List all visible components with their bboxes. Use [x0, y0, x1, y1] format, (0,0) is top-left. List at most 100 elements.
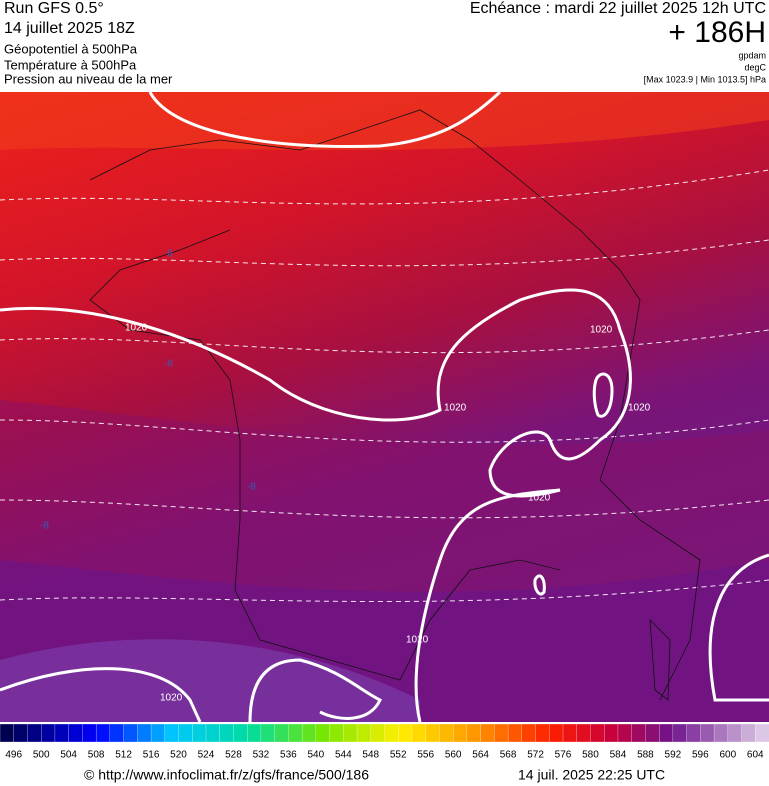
scale-cell: [672, 723, 688, 743]
contour-label: 1020: [528, 493, 551, 504]
scale-cell: [41, 723, 56, 743]
unit-1: gpdam: [738, 50, 766, 60]
scale-cell: [507, 723, 523, 743]
scale-cell: [343, 723, 358, 743]
scale-cell: [356, 723, 372, 743]
scale-cell: [205, 723, 221, 743]
field-3: Pression au niveau de la mer: [4, 71, 173, 86]
corsica: [649, 618, 671, 701]
scale-cell: [274, 723, 289, 743]
source: © http://www.infoclimat.fr/z/gfs/france/…: [84, 767, 369, 783]
scale-label: 520: [170, 750, 187, 761]
scale-cell: [439, 723, 454, 743]
scale-label: 592: [665, 750, 682, 761]
scale-label: 504: [60, 750, 77, 761]
scale-cell: [68, 723, 83, 743]
scale-cell: [192, 723, 207, 743]
unit-3: [Max 1023.9 | Min 1013.5] hPa: [644, 74, 766, 84]
scale-label: 604: [747, 750, 764, 761]
contour-label: 1020: [125, 323, 148, 334]
scale-cell: [562, 723, 578, 743]
scale-cell: [453, 723, 468, 743]
scale-cell: [233, 723, 248, 743]
scale-cell: [247, 723, 262, 743]
scale-label: 544: [335, 750, 352, 761]
scale-label: 580: [582, 750, 599, 761]
isobar: [592, 372, 614, 418]
scale-cell: [755, 723, 769, 743]
scale-cell: [741, 723, 756, 743]
unit-2: degC: [744, 62, 766, 72]
isobar: [0, 658, 382, 722]
scale-cell: [425, 723, 440, 743]
temperature-label: -8: [247, 482, 256, 493]
lead-time: + 186H: [668, 16, 766, 49]
color-scale: 496 500 504 508 512 516 520 524 528 532 536 540 544 5…: [0, 723, 769, 761]
scale-label: 540: [307, 750, 324, 761]
scale-cell: [150, 723, 166, 743]
isobar: [533, 574, 546, 596]
scale-label: 576: [555, 750, 572, 761]
contour-label: 1020: [628, 403, 651, 414]
scale-cell: [411, 723, 427, 743]
band: [0, 92, 769, 150]
contour-label: 1020: [444, 403, 467, 414]
scale-cell: [219, 723, 234, 743]
scale-label: 516: [143, 750, 160, 761]
field-2: Température à 500hPa: [4, 57, 137, 72]
scale-cell: [27, 723, 42, 743]
run-date: 14 juillet 2025 18Z: [4, 20, 135, 37]
scale-cell: [178, 723, 193, 743]
scale-cell: [288, 723, 303, 743]
isobar: [708, 553, 769, 702]
scale-cell: [521, 723, 537, 743]
scale-cell: [604, 723, 619, 743]
isotherm: [0, 579, 769, 603]
scale-cell: [686, 723, 701, 743]
scale-cell: [13, 723, 28, 743]
scale-cell: [109, 723, 125, 743]
scale-cell: [727, 723, 742, 743]
scale-cell: [480, 723, 495, 743]
contour-label: 1020: [160, 693, 183, 704]
isotherm: [0, 239, 769, 267]
isobar: [148, 92, 502, 148]
scale-label: 596: [692, 750, 709, 761]
scale-cell: [82, 723, 97, 743]
scale-cell: [329, 723, 344, 743]
scale-cell: [590, 723, 605, 743]
scale-cell: [713, 723, 729, 743]
scale-label: 600: [719, 750, 736, 761]
scale-cell: [466, 723, 482, 743]
isotherm: [0, 329, 769, 354]
scale-cell: [535, 723, 550, 743]
scale-cell: [137, 723, 152, 743]
scale-cell: [123, 723, 138, 743]
scale-label: 536: [280, 750, 297, 761]
scale-label: 496: [5, 750, 22, 761]
coastline: [89, 109, 701, 701]
isobar: [414, 488, 561, 722]
scale-label: 532: [253, 750, 270, 761]
scale-label: 568: [500, 750, 517, 761]
scale-label: 524: [198, 750, 215, 761]
scale-label: 560: [445, 750, 462, 761]
scale-cell: [494, 723, 509, 743]
scale-cell: [370, 723, 385, 743]
field-1: Géopotentiel à 500hPa: [4, 41, 138, 56]
scale-cell: [0, 723, 15, 743]
scale-cell: [700, 723, 715, 743]
isotherm: [0, 169, 769, 205]
temperature-label: -8: [40, 521, 49, 532]
scale-label: 512: [115, 750, 132, 761]
scale-cell: [658, 723, 674, 743]
scale-label: 528: [225, 750, 242, 761]
run-title: Run GFS 0.5°: [4, 0, 104, 17]
scale-cell: [398, 723, 413, 743]
scale-label: 500: [33, 750, 50, 761]
temperature-label: -8: [164, 359, 173, 370]
scale-cell: [617, 723, 633, 743]
scale-cell: [549, 723, 564, 743]
scale-cell: [631, 723, 646, 743]
